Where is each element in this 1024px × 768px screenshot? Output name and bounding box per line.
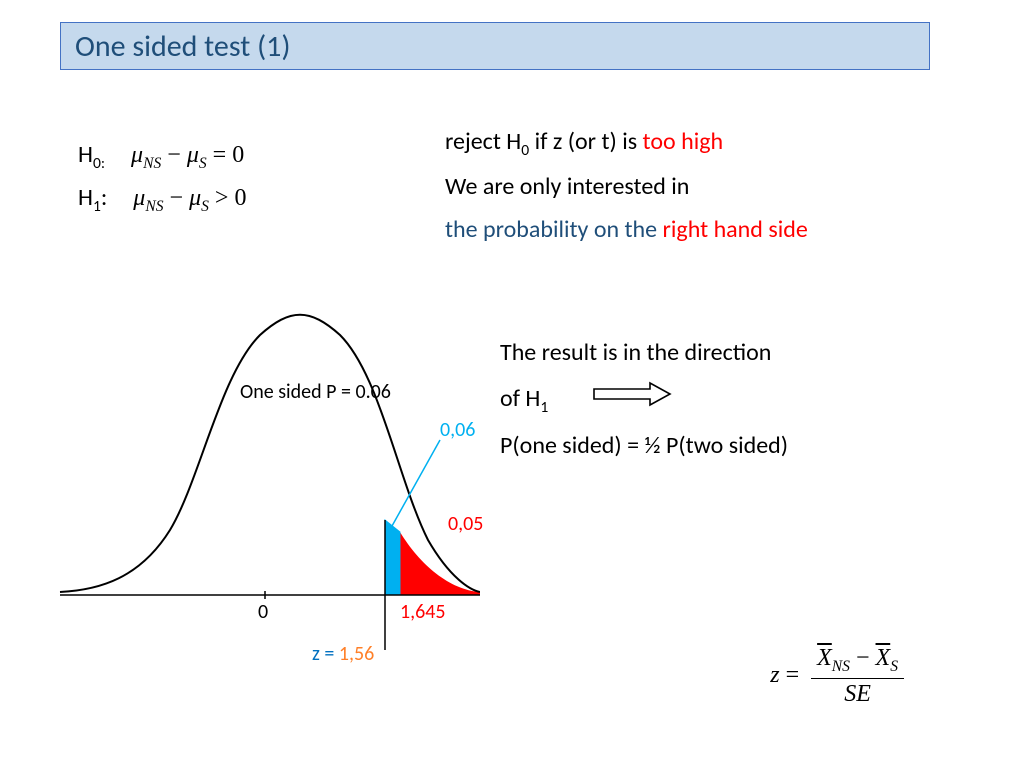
mu4: μ <box>189 185 201 211</box>
xs-bar: X <box>876 645 891 671</box>
mu3-ns: NS <box>145 198 163 215</box>
h0-label: H <box>78 140 93 169</box>
result-block: The result is in the direction of H1 P(o… <box>500 330 788 468</box>
minus1: − <box>161 142 187 168</box>
label-1645: 1,645 <box>400 600 446 624</box>
one-sided-p-label: One sided P = 0.06 <box>240 380 391 404</box>
xns-bar: X <box>817 645 832 671</box>
arrow-icon <box>592 377 672 423</box>
reject-line2: We are only interested in <box>445 165 808 208</box>
rl1a: reject H <box>445 127 521 156</box>
slide-title: One sided test (1) <box>75 28 290 65</box>
red-region <box>400 532 480 595</box>
h1-sub: 1 <box>93 197 101 216</box>
z-formula: z = XNS − XS SE <box>770 645 904 708</box>
h0-sub: 0: <box>93 154 105 173</box>
z-prefix: z = <box>312 642 339 666</box>
label-z: z = 1,56 <box>312 642 374 666</box>
distribution-chart: One sided P = 0.06 0,06 0,05 1,645 0 z =… <box>40 280 480 700</box>
reject-line1: reject H0 if z (or t) is too high <box>445 120 808 165</box>
chart-svg <box>40 280 480 700</box>
label-005: 0,05 <box>448 512 483 536</box>
numerator: XNS − XS <box>811 645 904 679</box>
label-axis-0: 0 <box>258 600 268 624</box>
mu3: μ <box>133 185 145 211</box>
mu1-ns: NS <box>143 155 161 172</box>
title-bar: One sided test (1) <box>60 22 930 70</box>
mu2-s: S <box>199 155 207 172</box>
hypotheses: H0: μNS − μS = 0 H1: μNS − μS > 0 <box>78 140 246 226</box>
z-value: 1,56 <box>339 642 374 666</box>
f-eq: = <box>780 662 806 688</box>
rl1c: too high <box>643 127 724 156</box>
ns-sub: NS <box>832 658 850 675</box>
f-z: z <box>770 662 779 688</box>
f-minus: − <box>850 645 876 671</box>
mu1: μ <box>131 142 143 168</box>
res2a: of H <box>500 384 540 413</box>
rl1b: if z (or t) is <box>529 127 642 156</box>
fraction: XNS − XS SE <box>811 645 904 708</box>
result-line2: of H1 <box>500 376 788 423</box>
mu4-s: S <box>201 198 209 215</box>
h1-row: H1: μNS − μS > 0 <box>78 183 246 216</box>
result-line3: P(one sided) = ½ P(two sided) <box>500 423 788 469</box>
label-006: 0,06 <box>440 418 475 442</box>
minus2: − <box>164 185 190 211</box>
gt0: > 0 <box>209 185 247 211</box>
rl1sub: 0 <box>521 141 529 160</box>
mu2: μ <box>187 142 199 168</box>
s-sub: S <box>890 658 898 675</box>
reject-block: reject H0 if z (or t) is too high We are… <box>445 120 808 251</box>
reject-line3: the probability on the right hand side <box>445 208 808 251</box>
rl3a: the probability on the <box>445 215 663 244</box>
eq0: = 0 <box>207 142 245 168</box>
h1-colon: : <box>101 183 107 212</box>
result-line1: The result is in the direction <box>500 330 788 376</box>
rl3b: right hand side <box>663 215 808 244</box>
h0-row: H0: μNS − μS = 0 <box>78 140 246 173</box>
cyan-region <box>385 520 400 595</box>
denominator: SE <box>811 679 904 708</box>
h1-label: H <box>78 183 93 212</box>
res2sub: 1 <box>540 397 548 416</box>
bell-curve <box>60 315 480 592</box>
